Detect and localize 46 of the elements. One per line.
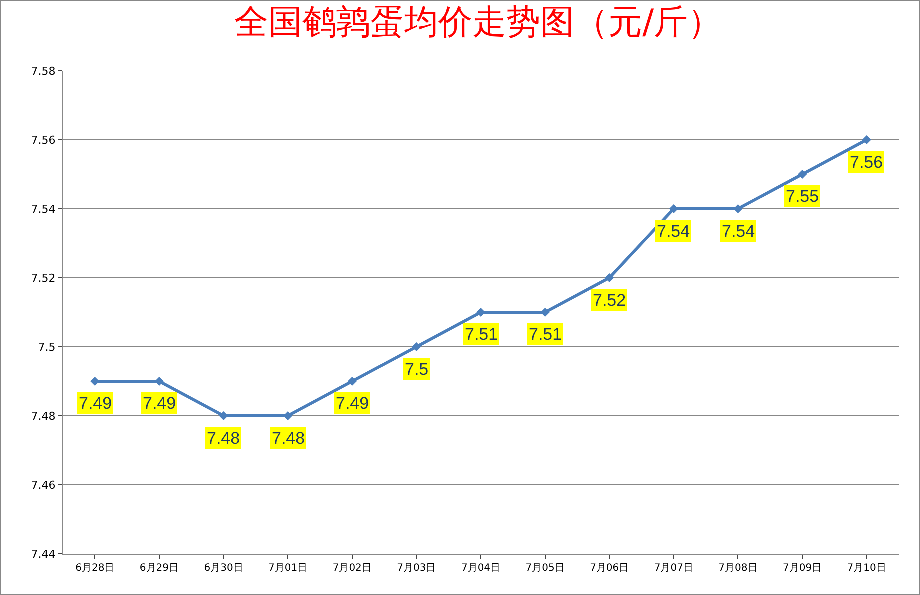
x-tick-label: 6月28日 [76, 563, 115, 574]
x-tick-label: 7月06日 [590, 563, 630, 574]
y-tick-label: 7.46 [31, 478, 56, 492]
data-label: 7.51 [465, 325, 498, 344]
point [284, 411, 293, 421]
x-tick-label: 7月09日 [782, 563, 822, 574]
y-tick-label: 7.48 [31, 410, 56, 423]
data-label: 7.51 [529, 325, 562, 344]
point [219, 411, 228, 421]
x-tick-label: 6月30日 [204, 563, 244, 574]
x-tick-label: 7月03日 [397, 563, 436, 574]
data-label: 7.48 [272, 429, 306, 448]
x-tick-label: 7月08日 [718, 563, 758, 574]
data-label: 7.49 [336, 394, 370, 413]
x-tick-label: 7月10日 [847, 563, 886, 574]
y-tick-label: 7.44 [31, 548, 56, 561]
x-tick-label: 7月01日 [268, 563, 308, 574]
data-label: 7.54 [722, 222, 756, 241]
y-tick-label: 7.52 [31, 272, 56, 285]
x-tick-label: 7月07日 [654, 563, 694, 574]
x-tick-label: 7月05日 [526, 563, 565, 574]
point [605, 273, 614, 283]
x-tick-label: 7月02日 [332, 563, 372, 574]
point [90, 376, 100, 386]
chart-title: 全国鹌鹑蛋均价走势图（元/斤） [234, 2, 722, 43]
data-label: 7.55 [786, 187, 820, 206]
point [862, 135, 872, 145]
point [348, 376, 357, 386]
data-label: 7.54 [657, 222, 690, 241]
x-tick-label: 7月04日 [461, 563, 501, 574]
data-label: 7.56 [850, 153, 884, 172]
point [669, 204, 678, 214]
data-label: 7.5 [405, 360, 429, 379]
data-label: 7.49 [143, 394, 176, 413]
data-label: 7.48 [207, 429, 240, 448]
point [412, 342, 422, 352]
y-tick-label: 7.58 [31, 64, 56, 78]
data-label: 7.49 [79, 394, 112, 413]
data-label: 7.52 [593, 291, 626, 310]
point [540, 308, 550, 318]
x-tick-label: 6月29日 [140, 563, 180, 574]
point [798, 170, 808, 180]
y-tick-label: 7.54 [31, 202, 56, 216]
y-tick-label: 7.56 [31, 134, 56, 147]
y-tick-label: 7.5 [38, 340, 56, 354]
point [734, 204, 743, 214]
